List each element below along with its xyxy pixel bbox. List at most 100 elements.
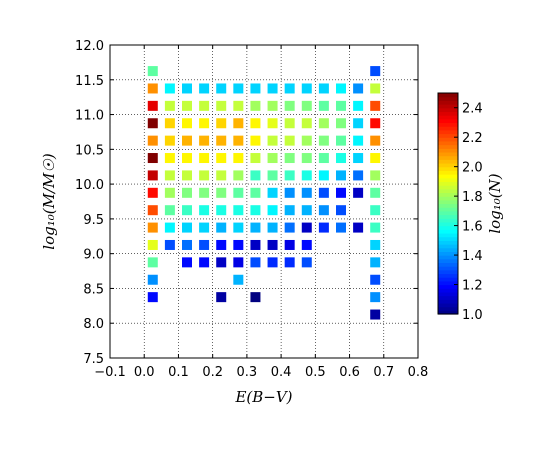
heatmap-cell bbox=[353, 118, 364, 129]
colorbar-segment bbox=[438, 284, 458, 289]
heatmap-cell bbox=[250, 222, 261, 233]
heatmap-cell bbox=[370, 100, 381, 111]
heatmap-cell bbox=[250, 135, 261, 146]
heatmap-cell bbox=[336, 170, 346, 181]
heatmap-cell bbox=[233, 153, 244, 164]
colorbar-label: log₁₀(N) bbox=[486, 173, 504, 233]
x-tick-label: 0.0 bbox=[134, 365, 155, 380]
x-axis-label: E(B−V) bbox=[234, 388, 292, 406]
heatmap-cell bbox=[284, 205, 295, 216]
heatmap-cell bbox=[267, 118, 278, 129]
heatmap-cell bbox=[336, 135, 346, 146]
colorbar-segment bbox=[438, 240, 458, 245]
heatmap-cell bbox=[336, 83, 346, 94]
heatmap-cell bbox=[336, 100, 346, 111]
colorbar-segment bbox=[438, 221, 458, 227]
heatmap-cell bbox=[267, 170, 278, 181]
colorbar-segment bbox=[438, 151, 458, 157]
heatmap-cell bbox=[147, 187, 158, 198]
heatmap-cell bbox=[250, 170, 261, 181]
heatmap-cell bbox=[233, 222, 244, 233]
heatmap-cell bbox=[233, 170, 244, 181]
heatmap-cell bbox=[250, 187, 261, 198]
colorbar-segment bbox=[438, 100, 458, 105]
grid-layer bbox=[110, 45, 418, 358]
heatmap-cell bbox=[233, 83, 244, 94]
colorbar-segment bbox=[438, 129, 458, 135]
heatmap-cell bbox=[284, 187, 295, 198]
heatmap-cell bbox=[164, 239, 175, 250]
heatmap-cell bbox=[336, 118, 346, 129]
heatmap-cell bbox=[233, 118, 244, 129]
heatmap-cell bbox=[250, 292, 261, 303]
y-tick-label: 9.5 bbox=[83, 213, 104, 228]
y-tick-label: 8.0 bbox=[83, 317, 104, 332]
heatmap-cell bbox=[284, 257, 295, 268]
heatmap-cell bbox=[233, 257, 244, 268]
heatmap-cell bbox=[182, 222, 192, 233]
heatmap-cell bbox=[216, 239, 227, 250]
heatmap-cell bbox=[301, 100, 312, 111]
colorbar-segment bbox=[438, 137, 458, 142]
heatmap-cell bbox=[164, 187, 175, 198]
heatmap-cell bbox=[353, 187, 364, 198]
colorbar-segment bbox=[438, 162, 458, 168]
colorbar-segment bbox=[438, 177, 458, 182]
colorbar-segment bbox=[438, 236, 458, 241]
y-tick-label: 12.0 bbox=[75, 39, 104, 54]
heatmap-cell bbox=[147, 66, 158, 77]
heatmap-cell bbox=[182, 187, 192, 198]
heatmap-cell bbox=[267, 205, 278, 216]
heatmap-cell bbox=[250, 83, 261, 94]
heatmap-cell bbox=[318, 222, 329, 233]
heatmap-cell bbox=[318, 83, 329, 94]
heatmap-cell bbox=[216, 153, 227, 164]
heatmap-cell bbox=[233, 205, 244, 216]
colorbar-tick-label: 2.2 bbox=[462, 131, 483, 146]
colorbar-segment bbox=[438, 310, 458, 315]
heatmap-cell bbox=[182, 100, 192, 111]
heatmap-cell bbox=[318, 205, 329, 216]
colorbar-segment bbox=[438, 196, 458, 201]
heatmap-cell bbox=[284, 83, 295, 94]
heatmap-cell bbox=[370, 274, 381, 285]
heatmap-cell bbox=[336, 187, 346, 198]
heatmap-cell bbox=[301, 170, 312, 181]
x-tick-label: 0.6 bbox=[339, 365, 360, 380]
heatmap-cell bbox=[336, 205, 346, 216]
heatmap-cell bbox=[336, 153, 346, 164]
y-tick-label: 10.0 bbox=[75, 178, 104, 193]
heatmap-cell bbox=[164, 118, 175, 129]
heatmap-cell bbox=[164, 222, 175, 233]
colorbar-segment bbox=[438, 170, 458, 175]
y-tick-label: 11.5 bbox=[75, 74, 104, 89]
colorbar-segment bbox=[438, 247, 458, 252]
heatmap-cell bbox=[353, 135, 364, 146]
heatmap-cell bbox=[216, 135, 227, 146]
heatmap-cell bbox=[267, 135, 278, 146]
heatmap-cell bbox=[216, 170, 227, 181]
heatmap-cell bbox=[267, 239, 278, 250]
colorbar-segment bbox=[438, 188, 458, 194]
colorbar-tick-label: 2.4 bbox=[462, 102, 483, 117]
colorbar-segment bbox=[438, 277, 458, 282]
heatmap-cell bbox=[216, 83, 227, 94]
colorbar-segment bbox=[438, 280, 458, 286]
heatmap-cell bbox=[284, 222, 295, 233]
heatmap-cell bbox=[164, 135, 175, 146]
heatmap-cell bbox=[370, 205, 381, 216]
heatmap-cell bbox=[301, 257, 312, 268]
x-tick-label: −0.1 bbox=[94, 365, 126, 380]
heatmap-cell bbox=[216, 118, 227, 129]
colorbar-segment bbox=[438, 207, 458, 212]
colorbar-segment bbox=[438, 115, 458, 120]
colorbar-tick-label: 1.0 bbox=[462, 308, 483, 323]
y-axis-label: log₁₀(M/M☉) bbox=[40, 153, 58, 250]
colorbar-segment bbox=[438, 273, 458, 278]
heatmap-cell bbox=[182, 257, 192, 268]
colorbar-segment bbox=[438, 199, 458, 205]
heatmap-cell bbox=[233, 100, 244, 111]
heatmap-cell bbox=[318, 118, 329, 129]
heatmap-cell bbox=[182, 83, 192, 94]
heatmap-cell bbox=[370, 239, 381, 250]
